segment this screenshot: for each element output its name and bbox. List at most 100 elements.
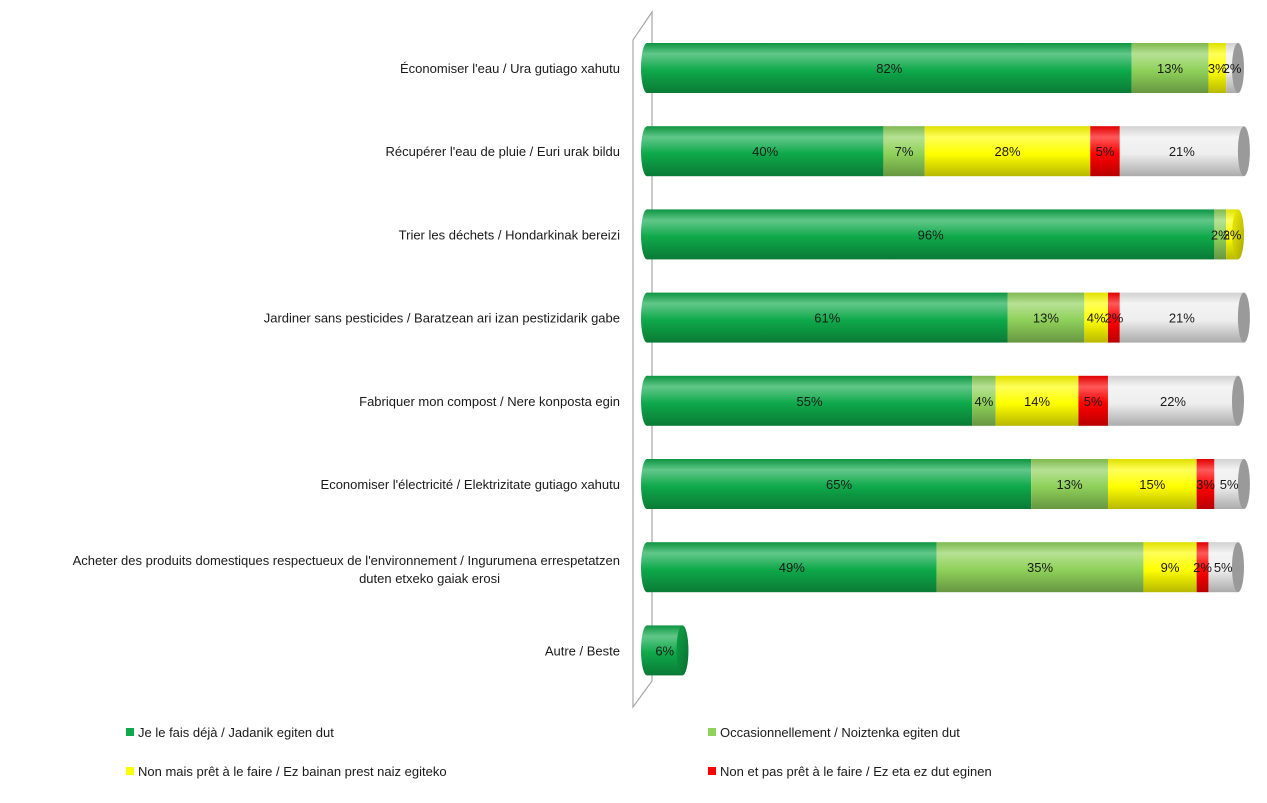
value-label: 21%	[1169, 311, 1195, 326]
value-label: 9%	[1161, 560, 1180, 575]
value-label: 4%	[1087, 311, 1106, 326]
value-label: 5%	[1220, 477, 1239, 492]
value-label: 2%	[1223, 61, 1242, 76]
bar-segment	[972, 375, 996, 426]
value-label: 2%	[1223, 227, 1242, 242]
bar-segment	[1119, 126, 1244, 177]
category-label: Economiser l'électricité / Elektrizitate…	[321, 477, 620, 492]
bar-segment	[1084, 292, 1108, 343]
bar-segment	[1107, 292, 1120, 343]
bar-start-cap	[641, 625, 653, 676]
axis-frame	[632, 10, 653, 709]
bar-segment	[936, 542, 1144, 593]
value-label: 55%	[797, 394, 823, 409]
bar-segment	[647, 375, 973, 426]
bar-segment	[647, 126, 884, 177]
value-label: 96%	[918, 227, 944, 242]
axis-wall	[632, 10, 653, 709]
value-label: 2%	[1104, 311, 1123, 326]
value-label: 22%	[1160, 394, 1186, 409]
bar-segment	[1107, 375, 1238, 426]
bar-segment	[1090, 126, 1120, 177]
legend: Je le fais déjà / Jadanik egiten dut Occa…	[126, 725, 992, 779]
bar-segment	[1196, 459, 1215, 509]
value-label: 4%	[974, 394, 993, 409]
bar-segment	[1078, 375, 1108, 426]
value-label: 2%	[1211, 227, 1230, 242]
value-label: 5%	[1214, 560, 1233, 575]
category-label: Récupérer l'eau de pluie / Euri urak bil…	[386, 144, 620, 159]
value-label: 3%	[1208, 61, 1227, 76]
bar-segment	[1208, 43, 1227, 93]
bar-end-cap	[1237, 126, 1250, 177]
legend-swatch	[126, 728, 134, 736]
value-label: 21%	[1169, 144, 1195, 159]
value-label: 15%	[1139, 477, 1165, 492]
bar-start-cap	[641, 126, 653, 177]
category-label: Jardiner sans pesticides / Baratzean ari…	[264, 311, 620, 326]
value-label: 13%	[1157, 61, 1183, 76]
value-label: 28%	[994, 144, 1020, 159]
bar-end-cap	[1237, 292, 1250, 343]
bar-segment	[1007, 292, 1085, 343]
value-label: 82%	[876, 61, 902, 76]
bar-start-cap	[641, 375, 653, 426]
bar-start-cap	[641, 292, 653, 343]
value-labels: 82% 13% 3%2%40% 7% 28% 5% 21%96% 2%2%61% 13% 4%2%…	[655, 61, 1242, 658]
bar-segment	[1214, 209, 1227, 260]
category-label: Acheter des produits domestiques respect…	[73, 553, 620, 586]
legend-label: Non mais prêt à le faire / Ez bainan pre…	[138, 764, 447, 779]
value-label: 49%	[779, 560, 805, 575]
bar-segment	[995, 375, 1079, 426]
category-label: Autre / Beste	[545, 643, 620, 658]
legend-swatch	[708, 767, 716, 775]
bar-segment	[1196, 542, 1209, 593]
category-label: Économiser l'eau / Ura gutiago xahutu	[400, 61, 620, 76]
bar-end-cap	[1232, 375, 1244, 426]
value-label: 2%	[1193, 560, 1212, 575]
category-labels: Économiser l'eau / Ura gutiago xahutu Réc…	[73, 61, 620, 658]
bar-end-cap	[1232, 209, 1244, 260]
bar-end-cap	[1237, 459, 1250, 509]
bar-segment	[647, 459, 1032, 509]
value-label: 61%	[814, 311, 840, 326]
legend-label: Occasionnellement / Noiztenka egiten dut	[720, 725, 960, 740]
bar-segment	[647, 292, 1008, 343]
category-label: Fabriquer mon compost / Nere konposta eg…	[359, 394, 620, 409]
bar-segment	[1031, 459, 1108, 509]
value-label: 3%	[1196, 477, 1215, 492]
value-label: 14%	[1024, 394, 1050, 409]
bar-segment	[1143, 542, 1197, 593]
bar-segment	[1131, 43, 1209, 93]
value-label: 6%	[655, 643, 674, 658]
value-label: 35%	[1027, 560, 1053, 575]
value-label: 40%	[752, 144, 778, 159]
category-label: Trier les déchets / Hondarkinak bereizi	[399, 227, 620, 242]
bar-start-cap	[641, 209, 653, 260]
bar-start-cap	[641, 43, 653, 93]
bar-segment	[883, 126, 925, 177]
legend-label: Je le fais déjà / Jadanik egiten dut	[138, 725, 334, 740]
bar-segment	[924, 126, 1091, 177]
bar-end-cap	[1232, 43, 1244, 93]
bar-start-cap	[641, 459, 653, 509]
legend-label: Non et pas prêt à le faire / Ez eta ez d…	[720, 764, 992, 779]
legend-swatch	[126, 767, 134, 775]
bar-segment	[647, 209, 1215, 260]
bars	[641, 43, 1250, 676]
value-label: 5%	[1084, 394, 1103, 409]
bar-segment	[647, 43, 1132, 93]
value-label: 13%	[1057, 477, 1083, 492]
legend-swatch	[708, 728, 716, 736]
value-label: 5%	[1096, 144, 1115, 159]
bar-segment	[647, 542, 937, 593]
bar-start-cap	[641, 542, 653, 593]
value-label: 65%	[826, 477, 852, 492]
bar-segment	[1119, 292, 1244, 343]
bar-end-cap	[1232, 542, 1244, 593]
value-label: 13%	[1033, 311, 1059, 326]
bar-segment	[1107, 459, 1197, 509]
value-label: 7%	[895, 144, 914, 159]
bar-end-cap	[676, 625, 689, 676]
